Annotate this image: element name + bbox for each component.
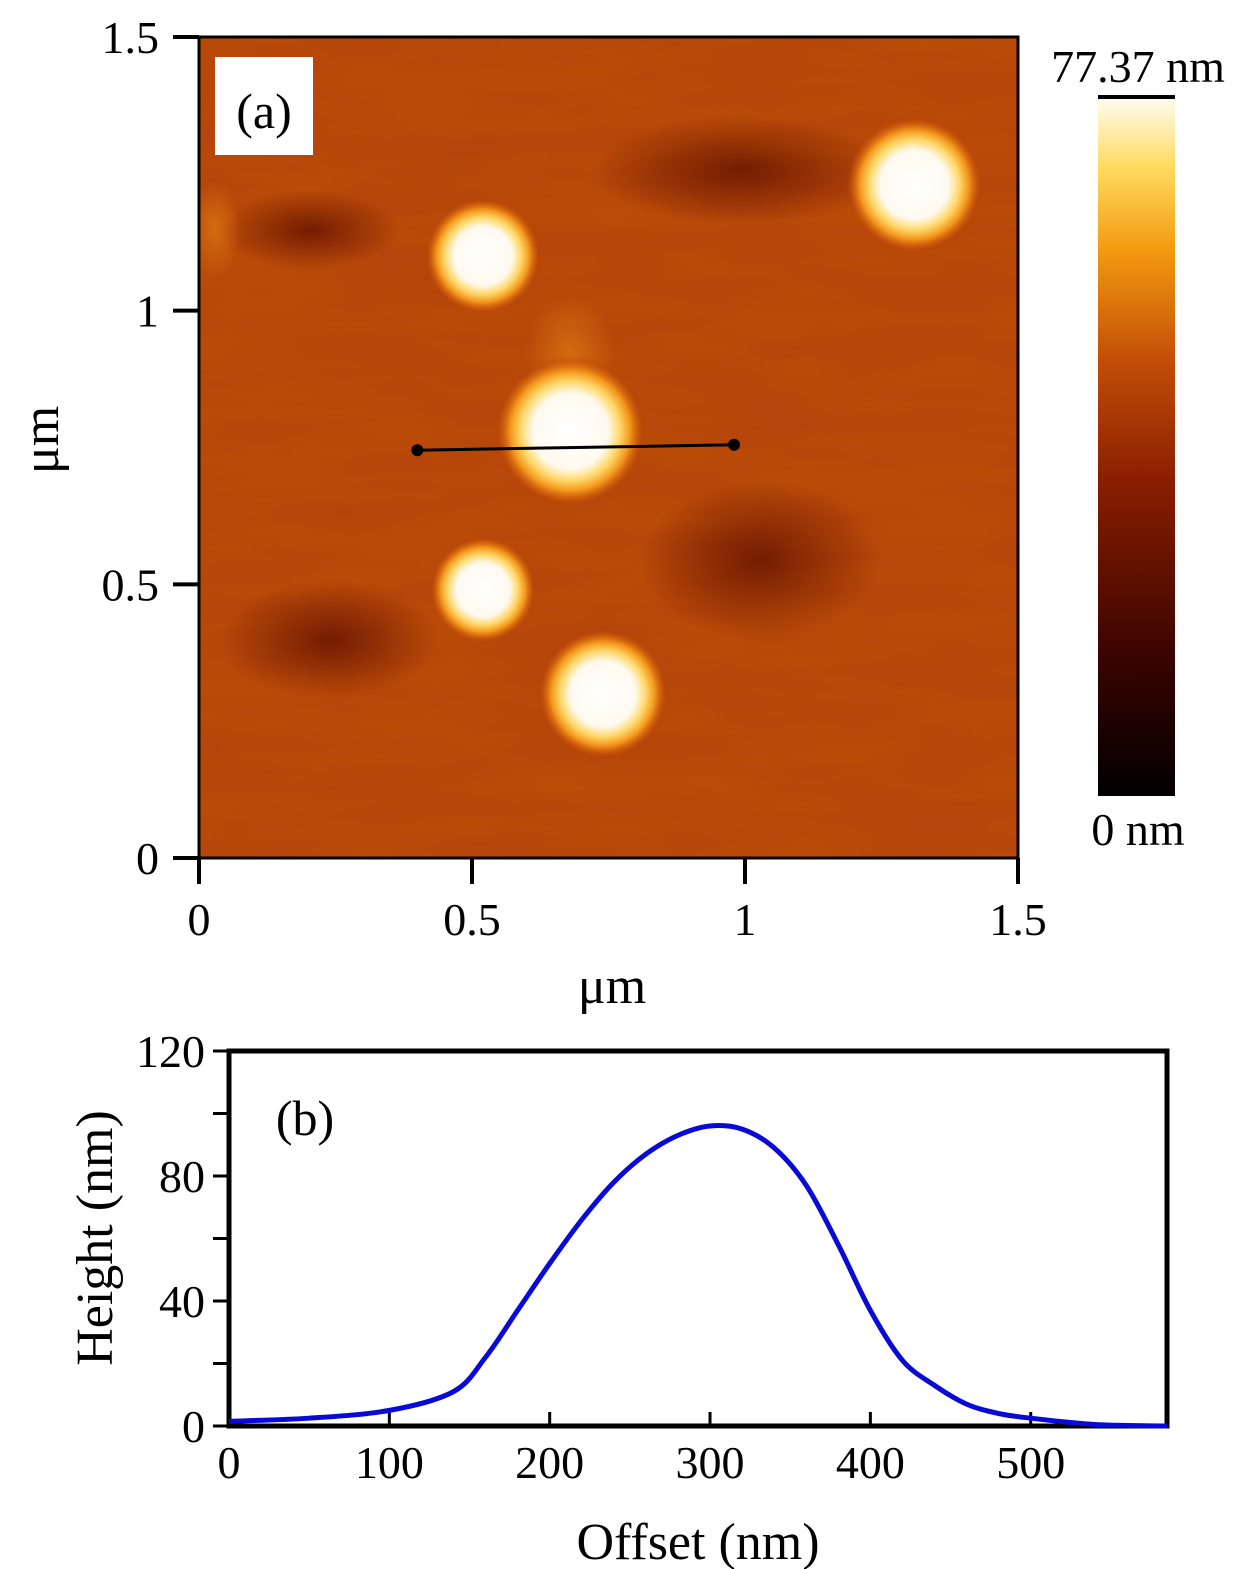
afm-dark-region [220,190,400,270]
afm-y-axis-label: μm [13,406,70,474]
afm-x-tick-label: 1 [734,894,757,945]
afm-dark-region [220,580,440,700]
profile-line [411,438,741,457]
afm-x-tick-label: 0 [188,894,211,945]
afm-x-tick-label: 1.5 [989,894,1047,945]
afm-y-tick-label: 1.5 [102,12,160,63]
profile-line-segment [417,443,735,452]
profile-line-end [728,438,741,451]
profile-y-axis-label: Height (nm) [67,1110,124,1366]
afm-y-tick-label: 0.5 [102,559,160,610]
afm-dark-region [590,115,890,225]
afm-axes: 0 0.5 1 1.5 0 0.5 1 1.5 [102,12,1047,945]
colorbar-min-label: 0 nm [1091,804,1185,855]
profile-y-tick-label: 40 [159,1276,205,1327]
profile-x-tick-label: 100 [355,1437,424,1488]
afm-panel: (a) 0 0.5 1 1.5 0 0.5 1 1.5 μm μm 77.37 nm 0 nm [13,12,1225,1015]
colorbar-max-label: 77.37 nm [1051,41,1225,92]
afm-edge-bump [199,180,240,280]
afm-y-tick-label: 0 [136,833,159,884]
afm-dark-region [640,480,880,640]
profile-x-tick-label: 0 [218,1437,241,1488]
profile-frame [226,1048,1170,1429]
profile-axes: 0 100 200 300 400 500 0 40 80 120 [136,1026,1065,1488]
afm-frame [197,35,1020,860]
panel-a-label: (a) [236,83,292,139]
profile-y-tick-label: 80 [159,1151,205,1202]
particles [424,116,983,759]
colorbar [1098,96,1175,796]
particle-2 [846,116,983,254]
profile-x-axis-label: Offset (nm) [576,1514,819,1569]
profile-panel: (b) 0 100 200 300 400 500 0 40 80 120 Offset (nm)… [67,1026,1170,1569]
profile-x-tick-label: 300 [676,1437,745,1488]
profile-x-tick-label: 400 [836,1437,905,1488]
height-profile-line [228,1123,1168,1429]
profile-x-tick-label: 200 [515,1437,584,1488]
panel-b-label: (b) [276,1090,334,1146]
profile-y-tick-label: 120 [136,1026,205,1077]
particle-5 [538,628,668,759]
afm-x-tick-label: 0.5 [443,894,501,945]
profile-y-tick-label: 0 [182,1401,205,1452]
afm-y-tick-label: 1 [136,286,159,337]
profile-line-start [411,444,424,457]
particle-3 [495,356,646,507]
afm-x-axis-label: μm [578,958,646,1015]
particle-1 [424,197,541,314]
particle-4 [429,536,537,644]
panel-a-label-box [215,57,313,155]
profile-x-tick-label: 500 [996,1437,1065,1488]
